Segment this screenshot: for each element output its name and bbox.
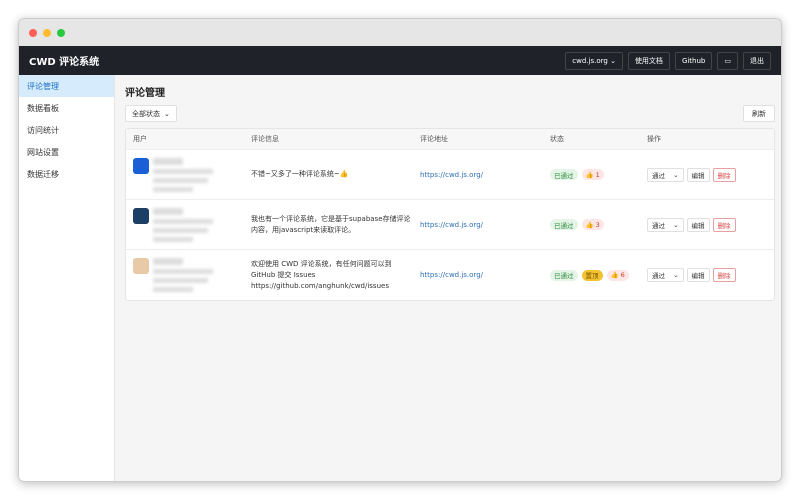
comment-content: 欢迎使用 CWD 评论系统，有任何问题可以到 GitHub 提交 Issues … [251, 259, 392, 290]
main-content: 评论管理 全部状态 ⌄ 刷新 用户 评论信息 评论地址 状态 操作 不错~又多了一… [125, 75, 775, 301]
sidebar-item[interactable]: 网站设置 [27, 147, 59, 157]
refresh-button[interactable]: 刷新 [743, 105, 775, 122]
edit-button[interactable]: 编辑 [686, 217, 710, 232]
status-filter-value: 全部状态 [132, 109, 160, 118]
column-content: 评论信息 [251, 134, 279, 143]
minimize-window-button[interactable] [43, 28, 51, 37]
github-button[interactable]: Github [674, 51, 713, 70]
site-select[interactable]: cwd.js.org ⌄ [565, 51, 623, 70]
likes-count: 3 [595, 220, 600, 229]
likes-count: 6 [620, 271, 625, 279]
close-window-button[interactable] [29, 28, 37, 37]
action-select[interactable]: 通过 ⌄ [647, 167, 684, 182]
table-row: 不错~又多了一种评论系统~👍 https://cwd.js.org/ 已通过 👍… [126, 150, 774, 200]
user-info-blurred [153, 157, 213, 196]
comments-table: 用户 评论信息 评论地址 状态 操作 不错~又多了一种评论系统~👍 https:… [125, 128, 775, 301]
theme-toggle-button[interactable]: ▭ [717, 51, 738, 70]
column-status: 状态 [550, 135, 564, 143]
avatar [133, 207, 149, 224]
docs-button[interactable]: 使用文档 [627, 51, 670, 70]
chevron-down-icon: ⌄ [673, 271, 679, 279]
status-badge: 已通过 [550, 219, 578, 230]
comment-url-link[interactable]: https://cwd.js.org/ [420, 271, 483, 279]
page-title: 评论管理 [125, 88, 165, 99]
pinned-badge: 置顶 [581, 269, 603, 281]
action-select[interactable]: 通过 ⌄ [647, 268, 684, 282]
thumbs-up-icon: 👍 [585, 170, 594, 179]
maximize-window-button[interactable] [57, 28, 65, 37]
thumbs-up-icon: 👍 [610, 271, 619, 279]
action-select-value: 通过 [652, 221, 665, 230]
action-select[interactable]: 通过 ⌄ [647, 217, 684, 232]
chevron-down-icon: ⌄ [610, 56, 616, 65]
likes-badge: 👍 1 [581, 169, 604, 180]
action-select-value: 通过 [652, 272, 665, 280]
comment-content: 我也有一个评论系统，它是基于supabase存储评论内容，用javascript… [251, 214, 411, 234]
edit-button[interactable]: 编辑 [686, 268, 710, 282]
table-row: 我也有一个评论系统，它是基于supabase存储评论内容，用javascript… [126, 200, 774, 250]
sidebar-item[interactable]: 评论管理 [19, 75, 114, 97]
avatar [133, 157, 149, 174]
app-window: CWD 评论系统 cwd.js.org ⌄ 使用文档 Github ▭ 退出 评… [18, 18, 782, 482]
likes-count: 1 [595, 170, 600, 179]
sidebar: 评论管理数据看板访问统计网站设置数据迁移 [19, 75, 115, 481]
thumbs-up-icon: 👍 [585, 220, 594, 229]
edit-button[interactable]: 编辑 [686, 167, 710, 182]
sidebar-item[interactable]: 访问统计 [27, 125, 59, 135]
monitor-icon: ▭ [724, 56, 731, 65]
avatar [133, 258, 149, 274]
column-user: 用户 [133, 135, 147, 143]
likes-badge: 👍 3 [581, 219, 604, 230]
brand-title: CWD 评论系统 [29, 57, 100, 68]
user-info-blurred [153, 207, 213, 246]
sidebar-item[interactable]: 数据看板 [27, 103, 59, 113]
table-row: 欢迎使用 CWD 评论系统，有任何问题可以到 GitHub 提交 Issues … [126, 250, 774, 300]
comment-url-link[interactable]: https://cwd.js.org/ [420, 170, 483, 179]
app-header: CWD 评论系统 cwd.js.org ⌄ 使用文档 Github ▭ 退出 [19, 46, 781, 75]
chevron-down-icon: ⌄ [164, 109, 170, 118]
likes-badge: 👍 6 [606, 269, 629, 281]
title-bar [19, 19, 781, 46]
column-actions: 操作 [647, 135, 661, 143]
delete-button[interactable]: 删除 [712, 217, 736, 232]
logout-button[interactable]: 退出 [743, 51, 771, 70]
comment-url-link[interactable]: https://cwd.js.org/ [420, 220, 483, 229]
status-filter-select[interactable]: 全部状态 ⌄ [125, 105, 177, 122]
table-header: 用户 评论信息 评论地址 状态 操作 [126, 129, 774, 150]
comment-content: 不错~又多了一种评论系统~👍 [251, 170, 349, 178]
delete-button[interactable]: 删除 [712, 268, 736, 282]
column-url: 评论地址 [420, 135, 448, 143]
action-select-value: 通过 [652, 171, 665, 180]
status-badge: 已通过 [550, 269, 578, 281]
site-select-value: cwd.js.org [572, 56, 608, 65]
status-badge: 已通过 [550, 169, 578, 180]
user-info-blurred [153, 258, 213, 296]
chevron-down-icon: ⌄ [673, 220, 679, 229]
sidebar-item[interactable]: 数据迁移 [27, 169, 59, 179]
chevron-down-icon: ⌄ [673, 170, 679, 179]
delete-button[interactable]: 删除 [712, 167, 736, 182]
